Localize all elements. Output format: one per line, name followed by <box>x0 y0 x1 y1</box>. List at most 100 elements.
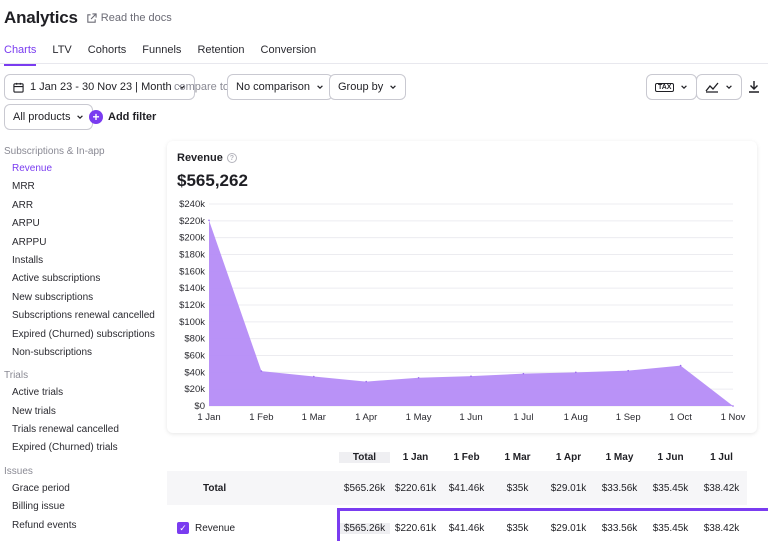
chevron-down-icon <box>317 85 323 90</box>
y-tick-label: $140k <box>179 283 205 294</box>
y-tick-label: $180k <box>179 250 205 261</box>
x-tick-label: 1 May <box>406 412 432 423</box>
x-tick-label: 1 Oct <box>669 412 692 423</box>
table-cell: $565.26k <box>339 522 390 534</box>
group-by-select[interactable]: Group by <box>329 74 407 100</box>
x-tick-label: 1 Feb <box>249 412 273 423</box>
x-tick-label: 1 Jan <box>197 412 220 423</box>
table-cell: 1 Apr <box>555 451 582 463</box>
y-tick-label: $60k <box>184 351 205 362</box>
x-tick-label: 1 Apr <box>355 412 377 423</box>
table-cell: $220.61k <box>394 522 437 534</box>
y-tick-label: $160k <box>179 266 205 277</box>
table-cell: $33.56k <box>601 522 638 534</box>
sidebar-item-arr[interactable]: ARR <box>12 199 34 211</box>
data-point-1-jul <box>522 372 525 375</box>
table-cell: $35.45k <box>652 522 689 534</box>
row-label-text: Total <box>203 482 227 494</box>
data-point-1-may <box>417 376 420 379</box>
sidebar-item-expired-churned-trials[interactable]: Expired (Churned) trials <box>12 442 118 454</box>
y-tick-label: $100k <box>179 317 205 328</box>
tab-conversion[interactable]: Conversion <box>260 44 317 56</box>
table-cell: $35.45k <box>652 482 689 494</box>
x-tick-label: 1 Mar <box>302 412 326 423</box>
row-label: Total <box>167 483 339 494</box>
y-tick-label: $200k <box>179 233 205 244</box>
chevron-down-icon <box>77 115 84 120</box>
metrics-sidebar: Subscriptions & In-app Revenue MRR ARR ARPU A… <box>4 146 164 535</box>
sidebar-item-non-subscriptions[interactable]: Non-subscriptions <box>12 346 93 358</box>
docs-link[interactable]: Read the docs <box>86 12 172 24</box>
y-tick-label: $220k <box>179 216 205 227</box>
data-point-1-feb <box>260 370 263 372</box>
y-tick-label: $20k <box>184 384 205 395</box>
table-cell: 1 Jul <box>710 451 733 463</box>
table-cell: 1 Mar <box>504 451 531 463</box>
sidebar-item-refund-events[interactable]: Refund events <box>12 519 77 531</box>
tax-icon: TAX <box>655 82 675 92</box>
external-link-icon <box>87 12 97 23</box>
sidebar-item-billing-issue[interactable]: Billing issue <box>12 501 65 513</box>
tab-retention[interactable]: Retention <box>197 44 245 56</box>
plus-icon: + <box>89 110 103 124</box>
comparison-label: No comparison <box>236 81 310 93</box>
sidebar-item-expired-churned-subscriptions[interactable]: Expired (Churned) subscriptions <box>12 328 155 340</box>
table-cell: $41.46k <box>448 482 485 494</box>
table-cell: 1 Jun <box>657 451 684 463</box>
sidebar-item-revenue[interactable]: Revenue <box>12 163 53 174</box>
sidebar-item-installs[interactable]: Installs <box>12 254 44 266</box>
add-filter-label: Add filter <box>108 111 157 123</box>
sidebar-group-title: Subscriptions & In-app <box>4 146 105 157</box>
download-icon[interactable] <box>748 80 760 93</box>
sidebar-item-arppu[interactable]: ARPPU <box>12 236 47 248</box>
table-cell: $35k <box>506 482 529 494</box>
y-tick-label: $120k <box>179 300 205 311</box>
row-label-text: Revenue <box>195 522 236 534</box>
info-icon[interactable]: ? <box>226 153 237 163</box>
sidebar-group-title: Issues <box>4 465 33 477</box>
x-tick-label: 1 Jun <box>459 412 482 423</box>
group-by-label: Group by <box>338 81 384 93</box>
date-range-picker[interactable]: 1 Jan 23 - 30 Nov 23 | Month <box>4 74 195 100</box>
sidebar-item-active-trials[interactable]: Active trials <box>12 387 64 399</box>
compare-to-label: compare to <box>174 81 230 93</box>
tabs-divider <box>0 63 768 64</box>
chart-type-select[interactable] <box>696 74 742 100</box>
table-cell: $29.01k <box>550 482 587 494</box>
tax-toggle[interactable]: TAX <box>646 74 698 100</box>
revenue-area-chart: $0 $20k $40k $60k $80k $100k $120k $140k $160k $1… <box>179 199 746 423</box>
sidebar-item-grace-period[interactable]: Grace period <box>12 482 70 494</box>
x-tick-label: 1 Jul <box>513 412 533 423</box>
sidebar-item-mrr[interactable]: MRR <box>12 181 35 193</box>
sidebar-item-subscriptions-renewal-cancelled[interactable]: Subscriptions renewal cancelled <box>12 310 155 322</box>
calendar-icon <box>13 82 24 93</box>
tab-cohorts[interactable]: Cohorts <box>87 44 127 56</box>
chart-title-text: Revenue <box>177 152 223 164</box>
table-cell: Total <box>339 451 390 463</box>
y-tick-label: $240k <box>179 199 205 210</box>
sidebar-item-new-trials[interactable]: New trials <box>12 405 56 417</box>
comparison-select[interactable]: No comparison <box>227 74 333 100</box>
table-header-row: Total 1 Jan 1 Feb 1 Mar 1 Apr 1 May 1 Jun 1 Jul <box>167 440 747 474</box>
chevron-down-icon <box>390 85 397 90</box>
table-cell: 1 Feb <box>453 451 480 463</box>
sidebar-item-new-subscriptions[interactable]: New subscriptions <box>12 291 94 303</box>
tab-charts[interactable]: Charts <box>4 44 37 66</box>
y-tick-label: $80k <box>184 334 205 345</box>
table-cell: $220.61k <box>394 482 437 494</box>
y-tick-label: $40k <box>184 367 205 378</box>
tab-funnels[interactable]: Funnels <box>142 44 182 56</box>
sidebar-item-active-subscriptions[interactable]: Active subscriptions <box>12 273 101 285</box>
sidebar-item-arpu[interactable]: ARPU <box>12 218 40 230</box>
add-filter-button[interactable]: + Add filter <box>89 110 156 124</box>
x-tick-label: 1 Sep <box>616 412 641 423</box>
products-select[interactable]: All products <box>4 104 94 130</box>
sidebar-item-trials-renewal-cancelled[interactable]: Trials renewal cancelled <box>12 424 119 436</box>
row-label[interactable]: ✓ Revenue <box>167 522 339 534</box>
checkbox-checked-icon[interactable]: ✓ <box>177 522 189 534</box>
x-tick-label: 1 Aug <box>564 412 588 423</box>
chevron-down-icon <box>681 85 688 90</box>
data-point-1-oct <box>679 364 682 367</box>
tab-ltv[interactable]: LTV <box>52 44 72 56</box>
date-range-label: 1 Jan 23 - 30 Nov 23 | Month <box>30 81 172 93</box>
